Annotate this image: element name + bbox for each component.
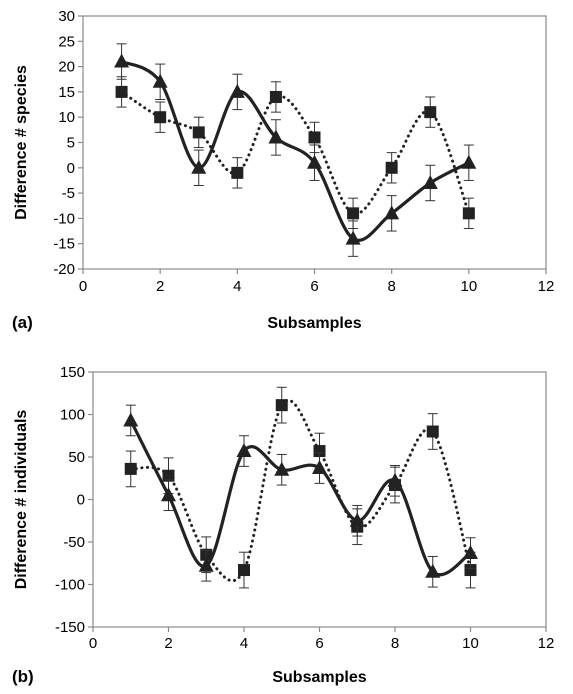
x-tick-label: 4 [240, 635, 248, 652]
square-data-point [162, 469, 175, 482]
y-axis-title: Difference # species [13, 65, 30, 220]
triangle-data-point [422, 174, 438, 189]
x-tick-label: 10 [460, 278, 477, 295]
triangle-data-point [349, 512, 365, 527]
panel-label: (b) [12, 667, 34, 686]
triangle-data-point [387, 472, 403, 487]
plot-area-frame [92, 371, 547, 628]
triangle-data-point [425, 563, 441, 578]
y-tick-label: -100 [55, 577, 85, 594]
square-data-point [313, 445, 326, 458]
triangle-data-point [236, 443, 252, 458]
chart-panel-b: -150 -100 -50 0 50 100 150 0 2 4 6 8 10 12 Subsamples D… [12, 364, 554, 686]
triangle-data-point [114, 53, 130, 68]
triangle-data-point [191, 159, 207, 174]
triangle-data-point [384, 205, 400, 220]
y-tick-label: -15 [53, 236, 75, 253]
y-tick-label: 5 [67, 135, 75, 152]
square-series-line [120, 90, 471, 216]
square-data-point [426, 425, 439, 438]
triangle-data-point [152, 73, 168, 88]
chart-panel-a: -20 -15 -10 -5 0 5 10 15 20 25 30 0 2 4 6 8 10 12 Subsampl… [12, 8, 554, 332]
y-tick-label: -5 [62, 185, 75, 202]
panel-label: (a) [12, 313, 33, 332]
y-tick-label: -150 [55, 619, 85, 636]
x-tick-label: 6 [315, 635, 323, 652]
x-tick-label: 12 [538, 278, 555, 295]
x-tick-label: 8 [391, 635, 399, 652]
x-tick-label: 12 [538, 635, 555, 652]
square-data-point [154, 111, 167, 124]
triangle-data-point [274, 461, 290, 476]
x-tick-label: 4 [233, 278, 241, 295]
triangle-data-point [198, 557, 214, 572]
y-tick-label: -10 [53, 210, 75, 227]
triangle-series-line [129, 418, 473, 577]
y-tick-label: 0 [77, 492, 85, 509]
triangle-data-point [312, 460, 327, 475]
y-tick-label: 0 [67, 160, 75, 177]
triangle-data-point [463, 545, 478, 560]
y-tick-label: -20 [53, 261, 75, 278]
triangle-data-point [123, 412, 139, 427]
triangle-data-point [307, 154, 322, 169]
square-data-point [464, 564, 477, 577]
triangle-data-point [268, 129, 284, 144]
square-data-point [269, 90, 282, 103]
square-data-point [308, 131, 321, 144]
square-series-line [129, 398, 472, 583]
y-tick-label: 15 [58, 84, 75, 101]
x-tick-label: 0 [89, 635, 97, 652]
x-tick-label: 2 [156, 278, 164, 295]
square-data-point [347, 207, 360, 220]
triangle-data-point [345, 230, 361, 245]
y-axis-title: Difference # individuals [13, 410, 30, 590]
y-tick-label: -50 [63, 534, 85, 551]
y-tick-label: 50 [68, 449, 85, 466]
square-data-point [462, 207, 475, 220]
x-tick-label: 8 [387, 278, 395, 295]
x-axis-title: Subsamples [267, 315, 361, 332]
y-tick-label: 20 [58, 59, 75, 76]
square-data-point [275, 399, 288, 412]
y-tick-label: 150 [60, 364, 85, 381]
square-data-point [238, 564, 250, 577]
square-data-point [385, 161, 398, 174]
triangle-data-point [461, 154, 477, 169]
y-tick-label: 25 [58, 33, 75, 50]
square-data-point [124, 462, 137, 475]
triangle-data-point [229, 83, 245, 98]
x-tick-label: 6 [310, 278, 318, 295]
x-axis-title: Subsamples [272, 669, 366, 686]
x-tick-label: 10 [462, 635, 479, 652]
x-tick-label: 2 [164, 635, 172, 652]
triangle-data-point [161, 487, 176, 502]
y-tick-label: 100 [60, 407, 85, 424]
square-data-point [115, 85, 128, 98]
y-tick-label: 10 [58, 109, 75, 126]
y-tick-label: 30 [58, 8, 75, 25]
x-tick-label: 0 [79, 278, 87, 295]
square-data-point [192, 126, 205, 139]
square-data-point [424, 106, 437, 119]
triangle-series-line [119, 59, 471, 242]
square-data-point [231, 166, 244, 179]
